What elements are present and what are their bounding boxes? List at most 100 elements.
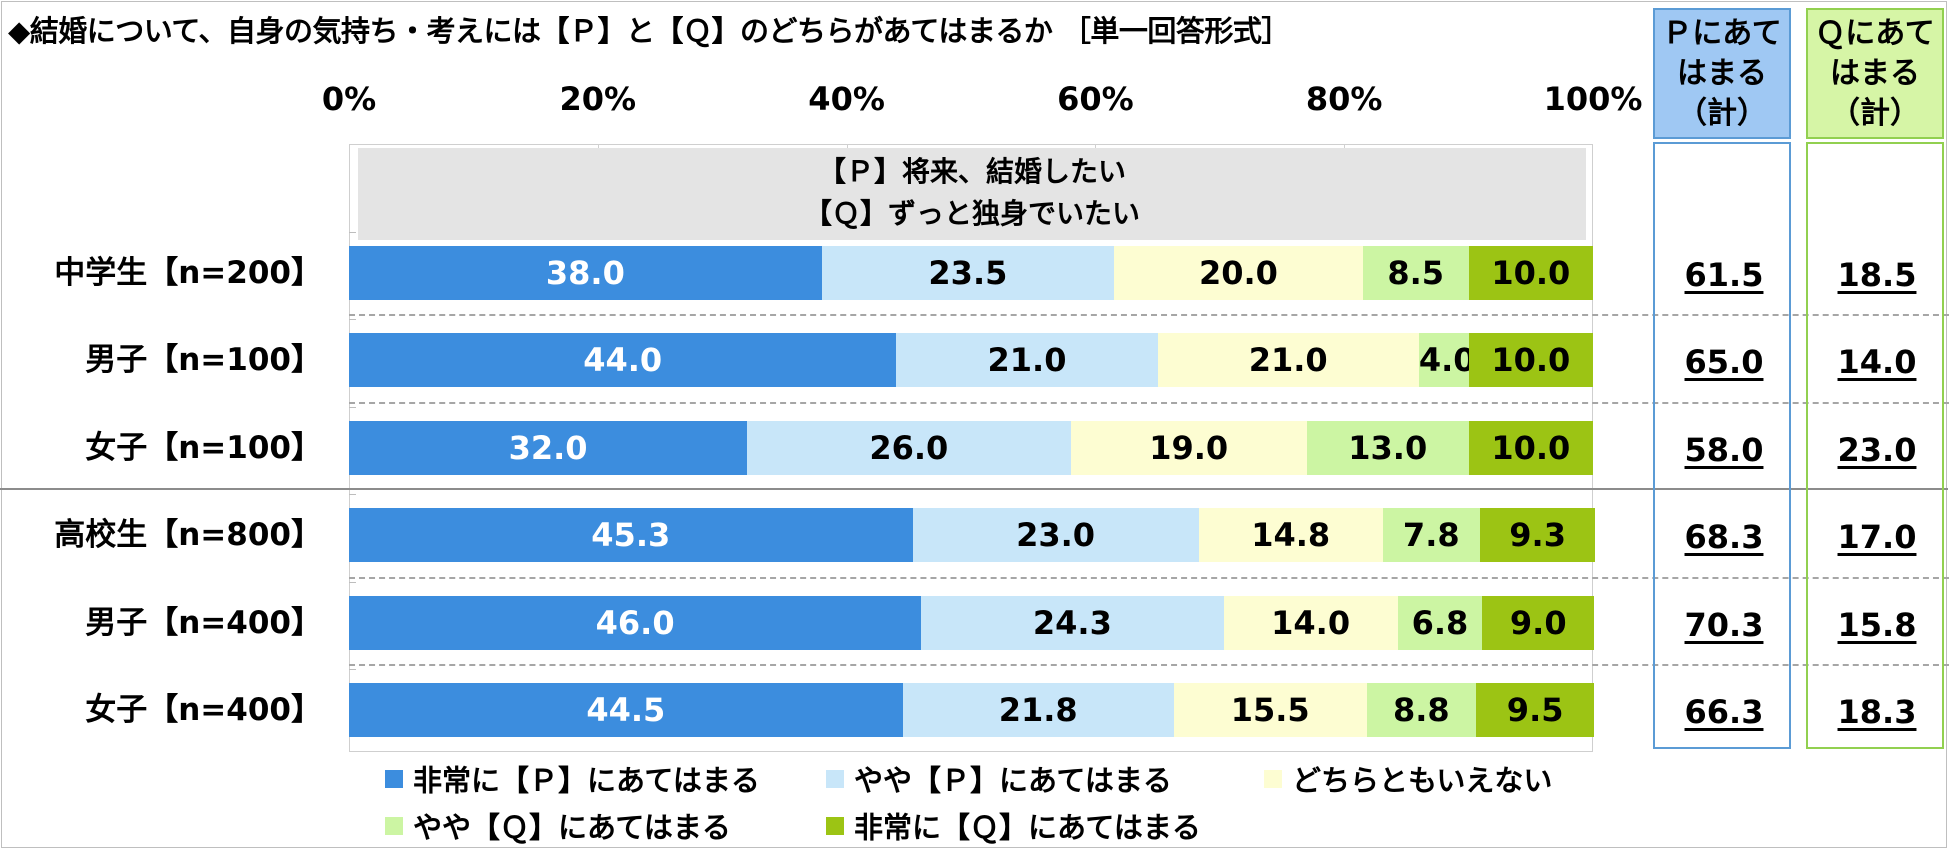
chart-title: ◆結婚について、自身の気持ち・考えには【Ｐ】と【Ｑ】のどちらがあてはまるか ［単… bbox=[8, 14, 1290, 48]
y-tick-mark bbox=[349, 669, 356, 670]
bar-segment: 9.5 bbox=[1476, 683, 1595, 737]
y-tick-mark bbox=[349, 582, 356, 583]
bar-value-label: 8.5 bbox=[1387, 254, 1445, 292]
bar-segment: 38.0 bbox=[349, 246, 822, 300]
bar-value-label: 9.3 bbox=[1509, 516, 1566, 554]
bar-segment: 19.0 bbox=[1070, 421, 1307, 475]
q-total-value: 14.0 bbox=[1837, 343, 1917, 381]
question-title-box: 【Ｐ】将来、結婚したい 【Ｑ】ずっと独身でいたい bbox=[358, 148, 1586, 240]
bar-segment: 32.0 bbox=[349, 421, 748, 475]
question-q-label: 【Ｑ】ずっと独身でいたい bbox=[803, 197, 1140, 230]
category-label: 男子【n=400】 bbox=[85, 605, 322, 641]
row-dashed-separator bbox=[349, 402, 1949, 404]
row-dashed-separator bbox=[349, 314, 1949, 316]
bar-value-label: 24.3 bbox=[1032, 604, 1112, 642]
p-total-column: 61.5 65.0 58.0 68.3 70.3 66.3 bbox=[1653, 142, 1791, 749]
legend-label: 非常に【Ｑ】にあてはまる bbox=[854, 810, 1201, 845]
category-label: 女子【n=100】 bbox=[85, 430, 322, 466]
q-total-header: Ｑにあて はまる （計） bbox=[1806, 8, 1944, 139]
legend-swatch bbox=[385, 769, 403, 788]
bar-segment: 21.0 bbox=[1157, 333, 1419, 387]
bar-value-label: 10.0 bbox=[1491, 254, 1571, 292]
x-tick-label: 0% bbox=[321, 80, 377, 118]
q-total-header-line: （計） bbox=[1830, 96, 1920, 131]
legend-item: やや【Ｑ】にあてはまる bbox=[385, 807, 731, 847]
q-total-value: 18.3 bbox=[1837, 693, 1917, 731]
bar-value-label: 19.0 bbox=[1149, 429, 1229, 467]
p-total-header-line: はまる bbox=[1677, 56, 1767, 91]
bar-value-label: 6.8 bbox=[1411, 604, 1469, 642]
bar-segment: 6.8 bbox=[1397, 596, 1483, 650]
group-separator bbox=[0, 488, 1948, 490]
bar-segment: 8.8 bbox=[1366, 683, 1477, 737]
legend-swatch bbox=[826, 769, 844, 788]
bar-value-label: 7.8 bbox=[1402, 516, 1460, 554]
bar-segment: 26.0 bbox=[747, 421, 1071, 475]
bar-value-label: 45.3 bbox=[591, 516, 671, 554]
p-total-header-line: Ｐにあて bbox=[1662, 16, 1782, 51]
y-tick-mark bbox=[349, 232, 356, 233]
bar-segment: 9.3 bbox=[1479, 508, 1596, 562]
bar-value-label: 14.8 bbox=[1251, 516, 1331, 554]
p-total-header-line: （計） bbox=[1677, 96, 1767, 131]
p-total-value: 58.0 bbox=[1684, 431, 1764, 469]
bar-value-label: 8.8 bbox=[1392, 691, 1450, 729]
bar-value-label: 14.0 bbox=[1271, 604, 1351, 642]
bar-segment: 10.0 bbox=[1468, 333, 1593, 387]
bar-value-label: 44.5 bbox=[586, 691, 666, 729]
q-total-value: 17.0 bbox=[1837, 518, 1917, 556]
bar-value-label: 21.0 bbox=[987, 341, 1067, 379]
p-total-value: 70.3 bbox=[1684, 606, 1764, 644]
bar-segment: 21.8 bbox=[902, 683, 1174, 737]
legend-item: 非常に【Ｐ】にあてはまる bbox=[385, 760, 760, 800]
bar-segment: 10.0 bbox=[1468, 246, 1593, 300]
bar-value-label: 44.0 bbox=[583, 341, 663, 379]
bar-segment: 23.5 bbox=[821, 246, 1115, 300]
bar-value-label: 23.0 bbox=[1016, 516, 1096, 554]
legend-item: 非常に【Ｑ】にあてはまる bbox=[826, 807, 1201, 847]
row-dashed-separator bbox=[349, 577, 1949, 579]
bar-value-label: 26.0 bbox=[869, 429, 949, 467]
y-tick-mark bbox=[349, 407, 356, 408]
x-tick-label: 80% bbox=[1305, 80, 1383, 118]
x-tick-label: 60% bbox=[1057, 80, 1134, 118]
q-total-value: 15.8 bbox=[1837, 606, 1917, 644]
legend-item: やや【Ｐ】にあてはまる bbox=[826, 760, 1172, 800]
bar-segment: 21.0 bbox=[896, 333, 1158, 387]
bar-segment: 15.5 bbox=[1173, 683, 1367, 737]
bar-segment: 23.0 bbox=[912, 508, 1199, 562]
legend-label: どちらともいえない bbox=[1292, 763, 1553, 798]
bar-segment: 8.5 bbox=[1362, 246, 1469, 300]
bar-segment: 13.0 bbox=[1306, 421, 1469, 475]
bar-segment: 46.0 bbox=[349, 596, 922, 650]
bar-value-label: 46.0 bbox=[595, 604, 675, 642]
p-total-value: 66.3 bbox=[1684, 693, 1764, 731]
x-tick-label: 100% bbox=[1543, 80, 1643, 118]
q-total-header-line: Ｑにあて bbox=[1815, 16, 1935, 51]
bar-value-label: 21.0 bbox=[1248, 341, 1328, 379]
category-label: 高校生【n=800】 bbox=[54, 517, 322, 553]
bar-segment: 45.3 bbox=[349, 508, 913, 562]
bar-segment: 14.8 bbox=[1198, 508, 1383, 562]
q-total-value: 18.5 bbox=[1837, 256, 1917, 294]
p-total-value: 61.5 bbox=[1684, 256, 1764, 294]
row-dashed-separator bbox=[349, 664, 1949, 666]
x-tick-label: 20% bbox=[559, 80, 637, 118]
question-p-label: 【Ｐ】将来、結婚したい bbox=[817, 155, 1126, 188]
bar-segment: 4.0 bbox=[1418, 333, 1476, 387]
bar-segment: 9.0 bbox=[1482, 596, 1595, 650]
bar-segment: 14.0 bbox=[1223, 596, 1398, 650]
legend-item: どちらともいえない bbox=[1264, 760, 1552, 800]
bar-segment: 7.8 bbox=[1382, 508, 1480, 562]
legend-label: やや【Ｑ】にあてはまる bbox=[413, 810, 731, 845]
bar-value-label: 9.0 bbox=[1509, 604, 1567, 642]
q-total-column: 18.5 14.0 23.0 17.0 15.8 18.3 bbox=[1806, 142, 1944, 749]
bar-segment: 44.5 bbox=[349, 683, 903, 737]
category-label: 男子【n=100】 bbox=[85, 342, 322, 378]
bar-segment: 24.3 bbox=[921, 596, 1224, 650]
legend-label: 非常に【Ｐ】にあてはまる bbox=[413, 763, 760, 798]
bar-segment: 44.0 bbox=[349, 333, 897, 387]
p-total-header: Ｐにあて はまる （計） bbox=[1653, 8, 1791, 139]
bar-value-label: 21.8 bbox=[998, 691, 1078, 729]
